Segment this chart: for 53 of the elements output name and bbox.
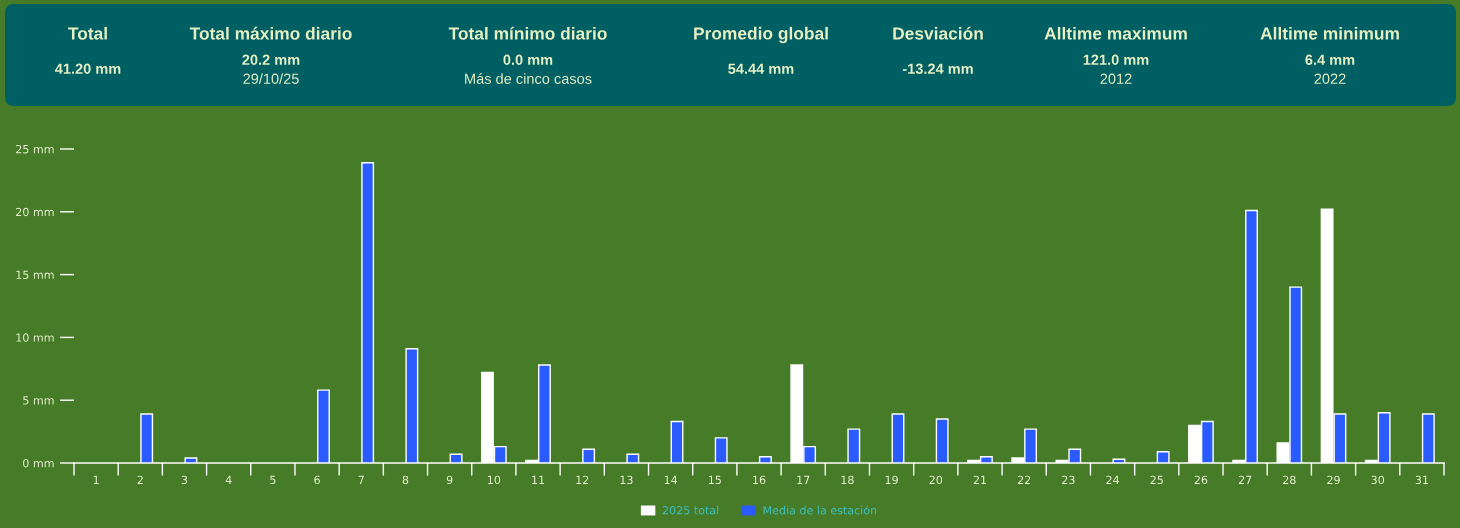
text: 41.20 mm <box>54 63 121 74</box>
y-tick-label: 15 mm <box>16 270 54 279</box>
x-tick-label: 25 <box>1150 475 1163 485</box>
x-tick-label: 29 <box>1327 475 1340 485</box>
x-tick-label: 2 <box>137 475 143 484</box>
category-label: Total <box>68 26 107 40</box>
y-tick-label: 5 mm <box>23 396 54 405</box>
y-tick-label: 25 mm <box>16 144 54 154</box>
text: 54.44 mm <box>728 63 794 74</box>
x-tick-label: 16 <box>753 475 766 485</box>
x-tick-label: 4 <box>225 475 232 484</box>
legend-label: 2025 total <box>662 505 719 515</box>
x-tick-label: 13 <box>620 475 633 485</box>
y-tick-label: 10 mm <box>16 333 54 342</box>
x-tick-label: 20 <box>929 475 943 485</box>
x-tick-label: 17 <box>797 475 810 484</box>
x-tick-label: 12 <box>576 475 589 484</box>
category-label: Total máximo diario <box>189 26 352 40</box>
x-tick-label: 18 <box>841 475 854 485</box>
x-tick-label: 1 <box>93 475 99 484</box>
text: 6.4 mm 2022 <box>1305 54 1355 84</box>
x-tick-label: 19 <box>885 475 898 485</box>
x-tick-label: 14 <box>664 475 678 484</box>
x-tick-label: 27 <box>1238 475 1252 484</box>
category-label: Total mínimo diario <box>448 26 607 40</box>
category-label: Promedio global <box>694 26 828 44</box>
x-tick-label: 5 <box>270 475 276 485</box>
x-tick-label: 31 <box>1415 475 1428 485</box>
x-tick-label: 11 <box>532 475 545 484</box>
text: 121.0 mm 2012 <box>1083 54 1149 84</box>
y-tick-label: 0 mm <box>23 458 54 468</box>
x-tick-label: 26 <box>1194 475 1208 485</box>
x-tick-label: 15 <box>708 475 721 485</box>
category-label: Alltime minimum <box>1260 26 1399 40</box>
text: -13.24 mm <box>902 63 973 74</box>
legend-label: Media de la estación <box>763 505 877 515</box>
x-tick-label: 9 <box>446 475 453 485</box>
text: 0.0 mm Más de cinco casos <box>465 54 592 84</box>
x-tick-label: 22 <box>1017 475 1031 484</box>
x-tick-label: 23 <box>1062 475 1075 485</box>
x-tick-label: 28 <box>1283 475 1296 485</box>
text: 20.2 mm 29/10/25 <box>242 54 300 84</box>
x-tick-label: 21 <box>973 475 987 484</box>
category-label: Desviación <box>893 26 983 40</box>
x-tick-label: 8 <box>402 475 409 485</box>
category-label: Alltime maximum <box>1044 26 1187 40</box>
x-tick-label: 6 <box>314 475 320 485</box>
x-tick-label: 24 <box>1106 475 1119 484</box>
x-tick-label: 7 <box>358 475 364 484</box>
x-tick-label: 10 <box>487 475 501 485</box>
y-tick-label: 20 mm <box>16 207 54 217</box>
x-tick-label: 30 <box>1371 475 1385 485</box>
x-tick-label: 3 <box>181 475 188 485</box>
